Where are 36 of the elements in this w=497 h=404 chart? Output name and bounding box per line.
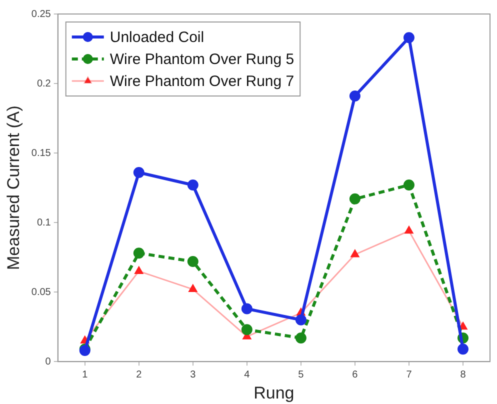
- point: [188, 284, 198, 292]
- point: [403, 32, 414, 44]
- x-tick-label: 7: [406, 369, 412, 380]
- point: [187, 180, 198, 191]
- point: [404, 226, 414, 234]
- y-tick-label: 0.1: [36, 217, 52, 228]
- point: [403, 180, 414, 191]
- y-axis-title: Measured Current (A): [4, 106, 23, 270]
- y-tick-label: 0: [45, 356, 52, 368]
- x-tick-label: 4: [244, 369, 250, 380]
- x-tick-label: 8: [460, 369, 466, 380]
- legend-label: Wire Phantom Over Rung 7: [110, 73, 294, 90]
- legend-label: Unloaded Coil: [110, 29, 204, 46]
- y-tick-label: 0.25: [31, 8, 52, 20]
- point: [187, 256, 198, 267]
- x-tick-label: 5: [298, 369, 304, 380]
- point: [457, 344, 468, 355]
- x-axis-title: Rung: [254, 383, 294, 402]
- point: [349, 90, 360, 102]
- x-tick-label: 1: [82, 369, 88, 380]
- point: [133, 248, 144, 259]
- point: [295, 332, 306, 344]
- legend-label: Wire Phantom Over Rung 5: [110, 51, 294, 68]
- point: [134, 266, 144, 274]
- point: [133, 167, 144, 178]
- y-tick-label: 0.2: [36, 78, 52, 90]
- point: [241, 324, 252, 336]
- point: [349, 193, 360, 204]
- point: [241, 303, 252, 314]
- point: [350, 250, 360, 258]
- x-tick-label: 3: [190, 369, 196, 380]
- x-tick-label: 6: [352, 369, 358, 380]
- y-tick-label: 0.05: [31, 286, 52, 298]
- y-tick-label: 0.15: [31, 148, 52, 159]
- x-tick-label: 2: [136, 369, 142, 380]
- point: [295, 314, 306, 326]
